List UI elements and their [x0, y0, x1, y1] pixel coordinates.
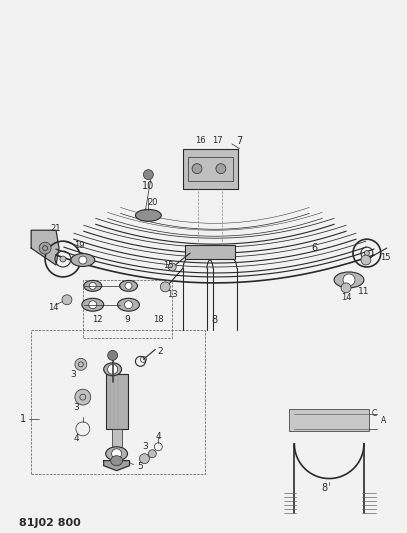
Circle shape: [79, 256, 87, 264]
Circle shape: [89, 282, 96, 289]
Text: 20: 20: [147, 198, 158, 207]
Circle shape: [140, 454, 149, 464]
Ellipse shape: [334, 272, 364, 288]
Text: 9: 9: [125, 315, 130, 324]
Text: 1: 1: [20, 414, 26, 424]
Circle shape: [364, 251, 370, 256]
Bar: [185, 245, 235, 259]
Circle shape: [112, 449, 122, 459]
Circle shape: [341, 283, 351, 293]
Text: 4: 4: [155, 432, 161, 441]
Text: 81J02 800: 81J02 800: [19, 518, 81, 528]
Text: 3: 3: [142, 442, 148, 451]
Circle shape: [125, 301, 133, 309]
Circle shape: [62, 295, 72, 305]
Text: A: A: [381, 416, 386, 425]
Text: 10: 10: [142, 181, 155, 191]
Text: 19: 19: [74, 240, 84, 249]
Bar: [83, 280, 172, 337]
Bar: [31, 329, 205, 474]
Circle shape: [108, 350, 118, 360]
Bar: [112, 429, 122, 451]
Text: 6: 6: [311, 243, 317, 253]
Text: 12: 12: [92, 315, 103, 324]
Circle shape: [39, 242, 51, 254]
Circle shape: [108, 365, 118, 374]
Ellipse shape: [84, 280, 102, 292]
Text: 14: 14: [341, 293, 351, 302]
Ellipse shape: [104, 363, 122, 376]
Text: 15: 15: [163, 261, 173, 270]
Ellipse shape: [82, 298, 104, 311]
Text: 3: 3: [73, 402, 79, 411]
Text: 17: 17: [212, 136, 223, 146]
Circle shape: [75, 389, 91, 405]
Ellipse shape: [118, 298, 140, 311]
Bar: [183, 149, 238, 189]
Circle shape: [192, 164, 202, 174]
Text: 7: 7: [236, 136, 243, 146]
Circle shape: [168, 263, 176, 271]
Circle shape: [216, 164, 226, 174]
Ellipse shape: [136, 209, 161, 221]
Text: 16: 16: [195, 136, 206, 146]
Text: 13: 13: [167, 290, 177, 300]
Circle shape: [361, 255, 371, 265]
Text: 5: 5: [138, 462, 143, 471]
Circle shape: [343, 274, 355, 286]
Text: 8: 8: [321, 483, 327, 494]
Circle shape: [160, 282, 170, 292]
Text: 18: 18: [153, 315, 164, 324]
Bar: [188, 157, 233, 181]
Ellipse shape: [120, 280, 138, 292]
Ellipse shape: [106, 447, 127, 461]
Text: 15: 15: [381, 253, 391, 262]
Text: C: C: [371, 409, 376, 418]
Circle shape: [60, 256, 66, 262]
Circle shape: [75, 358, 87, 370]
Ellipse shape: [71, 254, 95, 266]
Text: 8: 8: [212, 314, 218, 325]
Text: 21: 21: [51, 224, 61, 233]
Bar: [289, 409, 369, 431]
Text: 3: 3: [70, 370, 76, 379]
Text: 14: 14: [48, 303, 58, 312]
Text: 11: 11: [358, 287, 370, 296]
Bar: [106, 374, 127, 429]
Polygon shape: [104, 461, 129, 471]
Circle shape: [89, 301, 97, 309]
Circle shape: [143, 169, 153, 180]
Circle shape: [149, 450, 156, 458]
Polygon shape: [31, 230, 59, 265]
Text: 2: 2: [158, 347, 163, 356]
Text: 4: 4: [73, 434, 79, 443]
Circle shape: [125, 282, 132, 289]
Ellipse shape: [111, 456, 123, 466]
